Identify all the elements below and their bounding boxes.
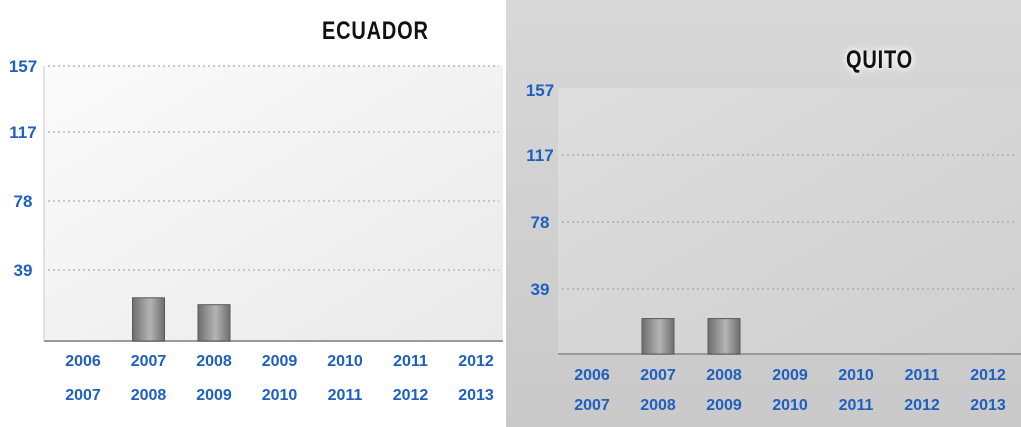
y-tick-label: 157 xyxy=(9,57,37,76)
chart-quito: 39 78 117 157 2006 2007 2007 2008 2008 2009 2009 20… xyxy=(526,81,1021,414)
x-tick-label: 2007 xyxy=(65,387,101,404)
x-tick-label: 2010 xyxy=(262,387,298,404)
x-tick-label: 2009 xyxy=(772,367,808,384)
x-tick-label: 2009 xyxy=(706,397,742,414)
chart-ecuador: 39 78 117 157 2006 2007 2007 2008 2008 2009 2009 20… xyxy=(9,57,503,404)
x-tick-label: 2007 xyxy=(131,353,167,370)
chart-title-ecuador: ECUADOR xyxy=(322,17,429,45)
y-tick-label: 117 xyxy=(9,123,36,142)
x-tick-label: 2011 xyxy=(393,353,428,370)
x-tick-label: 2012 xyxy=(970,367,1006,384)
bar xyxy=(197,304,231,342)
x-tick-label: 2008 xyxy=(706,367,742,384)
x-tick-label: 2008 xyxy=(131,387,167,404)
x-tick-label: 2009 xyxy=(196,387,232,404)
y-tick-label: 117 xyxy=(526,146,553,165)
x-tick-label: 2010 xyxy=(838,367,874,384)
x-tick-label: 2009 xyxy=(262,353,298,370)
x-tick-label: 2007 xyxy=(640,367,676,384)
x-tick-label: 2007 xyxy=(574,397,610,414)
y-tick-label: 39 xyxy=(14,261,33,280)
bar xyxy=(641,318,675,355)
plot-area xyxy=(44,66,503,341)
x-tick-label: 2006 xyxy=(65,353,101,370)
x-tick-label: 2012 xyxy=(904,397,940,414)
y-tick-label: 157 xyxy=(526,81,554,100)
bar xyxy=(707,318,741,355)
chart-panel-ecuador: 39 78 117 157 2006 2007 2007 2008 2008 2009 2009 20… xyxy=(0,0,503,427)
x-tick-label: 2011 xyxy=(839,397,874,414)
chart-panel-quito: 39 78 117 157 2006 2007 2007 2008 2008 2009 2009 20… xyxy=(506,0,1021,427)
x-tick-label: 2010 xyxy=(772,397,808,414)
y-tick-label: 39 xyxy=(531,280,550,299)
y-tick-label: 78 xyxy=(531,213,550,232)
chart-title-quito: QUITO xyxy=(846,46,913,74)
x-tick-label: 2011 xyxy=(328,387,363,404)
x-tick-label: 2011 xyxy=(905,367,940,384)
x-tick-label: 2010 xyxy=(327,353,363,370)
x-tick-label: 2013 xyxy=(970,397,1006,414)
bar xyxy=(132,297,165,342)
x-tick-label: 2012 xyxy=(393,387,429,404)
x-tick-label: 2013 xyxy=(458,387,494,404)
x-tick-label: 2008 xyxy=(196,353,232,370)
x-tick-label: 2012 xyxy=(458,353,494,370)
y-tick-label: 78 xyxy=(14,192,33,211)
x-tick-label: 2008 xyxy=(640,397,676,414)
x-tick-label: 2006 xyxy=(574,367,610,384)
